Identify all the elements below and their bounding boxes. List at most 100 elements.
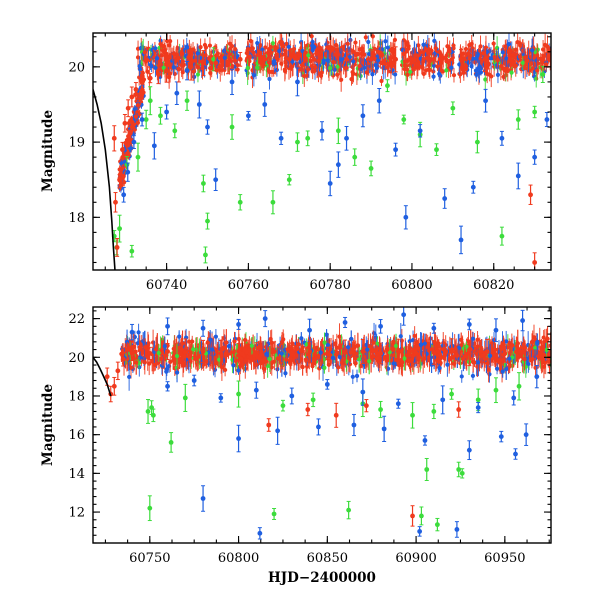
green-data-point bbox=[286, 177, 292, 183]
data-point bbox=[467, 56, 472, 61]
data-point bbox=[347, 54, 353, 60]
data-point bbox=[128, 146, 134, 151]
data-point bbox=[361, 51, 366, 57]
data-point bbox=[325, 58, 330, 63]
data-point bbox=[477, 64, 482, 69]
data-point bbox=[489, 74, 494, 79]
blue-data-point bbox=[532, 154, 538, 160]
blue-data-point bbox=[344, 135, 349, 141]
green-data-point bbox=[305, 135, 311, 141]
data-point bbox=[473, 68, 479, 73]
data-point bbox=[335, 72, 340, 77]
data-point bbox=[286, 44, 291, 49]
data-point bbox=[313, 64, 318, 70]
red-data-point bbox=[425, 56, 431, 62]
data-point bbox=[153, 46, 158, 51]
data-point bbox=[432, 38, 437, 44]
data-point bbox=[160, 43, 165, 49]
data-point bbox=[469, 41, 474, 46]
data-point bbox=[289, 63, 295, 68]
top-ytick-label: 20 bbox=[68, 60, 85, 75]
data-point bbox=[421, 42, 426, 47]
data-point bbox=[133, 114, 139, 119]
blue-data-point bbox=[229, 79, 235, 85]
data-point bbox=[296, 51, 301, 56]
data-point bbox=[422, 48, 427, 53]
red-data-point bbox=[120, 147, 125, 153]
data-point bbox=[137, 111, 142, 116]
data-point bbox=[251, 50, 256, 55]
data-point bbox=[131, 122, 137, 127]
data-point bbox=[474, 72, 479, 77]
blue-data-point bbox=[278, 135, 284, 141]
data-point bbox=[269, 50, 274, 55]
data-point bbox=[378, 50, 383, 55]
data-point bbox=[163, 53, 168, 58]
data-point bbox=[145, 57, 150, 63]
data-point bbox=[268, 44, 274, 50]
top-axes-frame bbox=[92, 32, 552, 271]
data-point bbox=[126, 121, 131, 126]
blue-data-point bbox=[499, 135, 505, 141]
data-point bbox=[180, 59, 186, 64]
red-data-point bbox=[225, 60, 231, 66]
data-point bbox=[444, 68, 449, 73]
data-point bbox=[191, 69, 196, 74]
data-point bbox=[392, 37, 398, 42]
blue-data-point bbox=[184, 68, 190, 74]
blue-data-point bbox=[139, 117, 145, 122]
data-point bbox=[530, 66, 535, 71]
top-xtick-label: 60800 bbox=[391, 278, 432, 293]
blue-data-point bbox=[125, 169, 131, 175]
data-point bbox=[272, 59, 277, 64]
data-point bbox=[534, 58, 539, 63]
green-data-point bbox=[368, 166, 374, 171]
data-point bbox=[405, 41, 410, 46]
data-point bbox=[312, 68, 317, 73]
data-point bbox=[284, 41, 289, 47]
data-point bbox=[132, 107, 137, 112]
data-point bbox=[383, 61, 388, 66]
data-point bbox=[120, 166, 125, 171]
data-point bbox=[282, 52, 288, 57]
data-point bbox=[503, 44, 508, 49]
data-point bbox=[306, 53, 311, 58]
data-point bbox=[348, 48, 353, 53]
data-point bbox=[445, 44, 450, 49]
data-point bbox=[520, 60, 525, 65]
data-point bbox=[509, 70, 514, 75]
blue-data-point bbox=[196, 102, 202, 107]
green-data-point bbox=[158, 113, 163, 119]
top-data-layer bbox=[93, 46, 550, 270]
green-data-point bbox=[532, 109, 538, 115]
data-point bbox=[406, 46, 411, 51]
data-point bbox=[328, 48, 333, 53]
green-data-point bbox=[229, 124, 235, 130]
top-ytick-label: 18 bbox=[68, 211, 85, 226]
data-point bbox=[138, 67, 143, 72]
data-point bbox=[400, 47, 405, 53]
data-point bbox=[393, 72, 398, 77]
red-data-point bbox=[139, 79, 145, 85]
data-point bbox=[171, 65, 176, 70]
blue-data-point bbox=[151, 143, 157, 149]
data-point bbox=[135, 103, 141, 108]
data-point bbox=[488, 56, 494, 61]
data-point bbox=[263, 45, 268, 50]
red-data-point bbox=[188, 64, 194, 70]
red-data-point bbox=[129, 94, 135, 100]
data-point bbox=[463, 46, 469, 52]
bottom-scatter-cloud bbox=[119, 322, 551, 391]
data-point bbox=[421, 59, 426, 64]
green-data-point bbox=[295, 139, 300, 145]
green-data-point bbox=[117, 226, 122, 232]
data-point bbox=[173, 58, 179, 64]
data-point bbox=[129, 118, 134, 123]
data-point bbox=[126, 135, 131, 141]
red-data-point bbox=[117, 177, 122, 183]
blue-data-point bbox=[393, 147, 399, 153]
green-data-point bbox=[135, 154, 141, 160]
red-data-point bbox=[368, 56, 374, 62]
data-point bbox=[136, 330, 141, 335]
data-point bbox=[245, 47, 251, 52]
